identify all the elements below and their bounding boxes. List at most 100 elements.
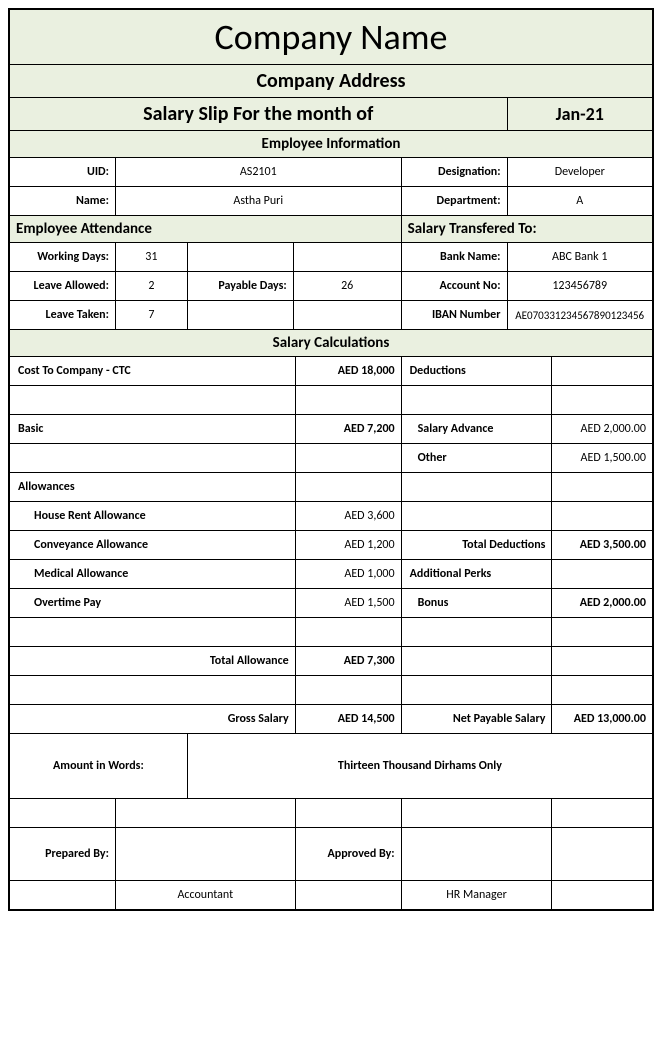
net-value: AED 13,000.00	[552, 705, 652, 733]
blank	[552, 828, 652, 880]
words-value: Thirteen Thousand Dirhams Only	[188, 734, 652, 798]
gross-value: AED 14,500	[296, 705, 402, 733]
blank	[296, 799, 402, 827]
attendance-header: Employee Attendance	[10, 216, 402, 242]
approved-by-label: Approved By:	[296, 828, 402, 880]
leave-allowed-value: 2	[116, 272, 188, 300]
accountant-role: Accountant	[116, 881, 296, 909]
blank	[296, 386, 402, 414]
overtime-label: Overtime Pay	[10, 589, 296, 617]
blank	[552, 386, 652, 414]
total-allowance-label: Total Allowance	[10, 647, 296, 675]
ctc-value: AED 18,000	[296, 357, 402, 385]
net-label: Net Payable Salary	[402, 705, 553, 733]
salary-advance-value: AED 2,000.00	[552, 415, 652, 443]
blank	[552, 502, 652, 530]
hra-label: House Rent Allowance	[10, 502, 296, 530]
department-value: A	[508, 187, 652, 215]
hra-value: AED 3,600	[296, 502, 402, 530]
blank	[402, 386, 553, 414]
prepared-by-label: Prepared By:	[10, 828, 116, 880]
blank	[552, 473, 652, 501]
account-no-value: 123456789	[508, 272, 652, 300]
bonus-label: Bonus	[402, 589, 553, 617]
blank	[10, 444, 296, 472]
blank	[188, 243, 294, 271]
slip-month: Jan-21	[508, 98, 652, 130]
conveyance-value: AED 1,200	[296, 531, 402, 559]
other-value: AED 1,500.00	[552, 444, 652, 472]
medical-value: AED 1,000	[296, 560, 402, 588]
designation-value: Developer	[508, 158, 652, 186]
leave-taken-value: 7	[116, 301, 188, 329]
uid-value: AS2101	[116, 158, 402, 186]
blank	[296, 444, 402, 472]
name-label: Name:	[10, 187, 116, 215]
payable-days-value: 26	[294, 272, 402, 300]
blank	[296, 881, 402, 909]
blank	[10, 386, 296, 414]
blank	[552, 357, 652, 385]
total-deductions-label: Total Deductions	[402, 531, 553, 559]
company-name: Company Name	[10, 10, 652, 64]
blank	[552, 676, 652, 704]
blank	[552, 799, 652, 827]
blank	[552, 560, 652, 588]
bonus-value: AED 2,000.00	[552, 589, 652, 617]
blank	[402, 473, 553, 501]
working-days-value: 31	[116, 243, 188, 271]
iban-label: IBAN Number	[402, 301, 508, 329]
hr-manager-role: HR Manager	[402, 881, 553, 909]
department-label: Department:	[402, 187, 508, 215]
account-no-label: Account No:	[402, 272, 508, 300]
blank	[402, 502, 553, 530]
calc-header: Salary Calculations	[10, 330, 652, 356]
conveyance-label: Conveyance Allowance	[10, 531, 296, 559]
basic-value: AED 7,200	[296, 415, 402, 443]
blank	[188, 301, 294, 329]
blank	[296, 473, 402, 501]
blank	[296, 676, 402, 704]
blank	[552, 881, 652, 909]
bank-name-label: Bank Name:	[402, 243, 508, 271]
blank	[10, 799, 116, 827]
uid-label: UID:	[10, 158, 116, 186]
total-allowance-value: AED 7,300	[296, 647, 402, 675]
payable-days-label: Payable Days:	[188, 272, 294, 300]
blank	[116, 799, 296, 827]
bank-name-value: ABC Bank 1	[508, 243, 652, 271]
blank	[10, 881, 116, 909]
deductions-label: Deductions	[402, 357, 553, 385]
designation-label: Designation:	[402, 158, 508, 186]
slip-title: Salary Slip For the month of	[10, 98, 508, 130]
prepared-by-box	[116, 828, 296, 880]
leave-taken-label: Leave Taken:	[10, 301, 116, 329]
blank	[402, 676, 553, 704]
blank	[296, 618, 402, 646]
total-deductions-value: AED 3,500.00	[552, 531, 652, 559]
basic-label: Basic	[10, 415, 296, 443]
blank	[294, 243, 402, 271]
approved-by-box	[402, 828, 553, 880]
working-days-label: Working Days:	[10, 243, 116, 271]
words-label: Amount in Words:	[10, 734, 188, 798]
other-label: Other	[402, 444, 553, 472]
salary-slip: Company Name Company Address Salary Slip…	[8, 8, 654, 911]
overtime-value: AED 1,500	[296, 589, 402, 617]
blank	[402, 618, 553, 646]
medical-label: Medical Allowance	[10, 560, 296, 588]
employee-info-header: Employee Information	[10, 131, 652, 157]
transfer-header: Salary Transfered To:	[402, 216, 652, 242]
blank	[402, 647, 553, 675]
ctc-label: Cost To Company - CTC	[10, 357, 296, 385]
blank	[10, 618, 296, 646]
allowances-label: Allowances	[10, 473, 296, 501]
blank	[402, 799, 553, 827]
blank	[10, 676, 296, 704]
iban-value: AE070331234567890123456	[508, 301, 652, 329]
blank	[552, 647, 652, 675]
leave-allowed-label: Leave Allowed:	[10, 272, 116, 300]
perks-label: Additional Perks	[402, 560, 553, 588]
company-address: Company Address	[10, 65, 652, 97]
name-value: Astha Puri	[116, 187, 402, 215]
